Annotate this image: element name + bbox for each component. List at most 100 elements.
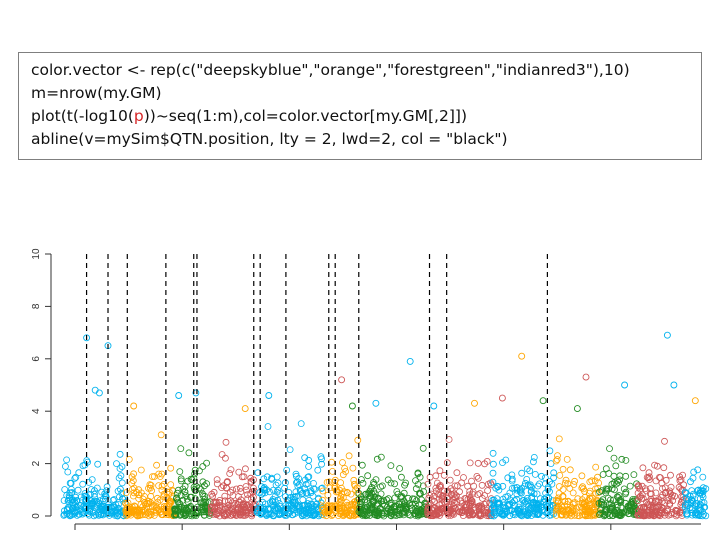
x-axis [74,523,701,530]
data-point [191,487,199,495]
data-point-high [670,381,678,389]
data-point [324,491,332,499]
data-point [328,458,336,466]
data-point [387,512,395,520]
data-point [258,509,266,516]
data-point [629,496,637,503]
data-point [414,480,422,488]
data-point [542,501,550,509]
data-point [581,511,588,518]
data-point [652,477,660,485]
data-point [276,490,284,497]
data-point [474,474,482,482]
data-point [502,493,510,501]
data-point [662,476,670,484]
data-point [140,507,148,515]
data-point [122,499,129,507]
data-point [318,460,326,468]
data-point [416,489,424,497]
data-point [396,465,404,472]
code-line-3-after: ))~seq(1:m),col=color.vector[my.GM[,2]]) [143,107,467,125]
data-point [323,478,331,486]
data-point [135,486,143,494]
data-point [646,476,653,484]
data-point [181,507,189,515]
data-point-high [621,381,629,389]
data-point [115,501,122,508]
data-point [636,485,644,493]
data-point [635,482,642,489]
data-point [146,481,154,489]
data-point [578,503,585,511]
data-point [213,510,220,518]
data-point [134,512,141,520]
data-point [603,505,611,513]
data-point [152,508,160,516]
data-point [336,499,344,507]
data-point [176,468,184,476]
data-point-high [348,402,356,410]
data-point [523,465,531,473]
data-point [137,466,145,474]
data-point [548,480,556,488]
data-point [489,469,497,477]
data-point [201,495,209,503]
data-point [177,477,185,485]
code-line-1: color.vector <- rep(c("deepskyblue","ora… [31,61,630,79]
data-point [381,502,389,510]
data-point [539,507,546,515]
data-point [400,489,408,497]
data-point [377,490,385,498]
data-point [438,494,446,502]
data-point [329,467,336,475]
data-point [315,494,322,502]
data-point [620,485,628,493]
data-point [95,512,103,519]
y-tick-label: 2 [31,460,42,466]
data-point [269,501,277,509]
data-point [387,462,395,470]
data-point [555,435,563,443]
data-point [637,509,645,517]
data-point [477,512,485,519]
data-point [296,486,304,494]
data-point [686,504,694,512]
data-point [101,490,109,498]
data-point-high [518,352,526,360]
data-point [119,495,126,503]
data-point [639,464,647,472]
data-point [409,495,417,503]
data-point [230,509,238,517]
data-point [350,476,358,484]
data-point [295,505,303,513]
data-point [272,481,280,489]
data-point [699,473,707,481]
data-point [554,504,562,511]
data-point [419,482,427,490]
data-point [440,471,448,479]
data-point [513,495,520,503]
data-point [490,505,498,513]
data-point [220,512,228,520]
data-point [660,464,668,472]
data-point [638,491,646,499]
data-point [69,496,77,504]
data-point [566,466,574,474]
data-point [371,494,379,502]
data-point-high [338,376,346,384]
data-point [184,498,192,506]
data-point-high [175,392,183,399]
data-point [411,510,419,518]
data-point [661,511,669,519]
data-point [310,479,317,487]
data-point [392,512,400,519]
data-point [462,495,470,502]
data-point [370,479,377,486]
data-point [695,486,702,494]
data-point [553,456,561,463]
data-point [167,499,175,506]
data-point [649,511,657,519]
data-point [588,477,596,485]
data-point [163,493,171,501]
